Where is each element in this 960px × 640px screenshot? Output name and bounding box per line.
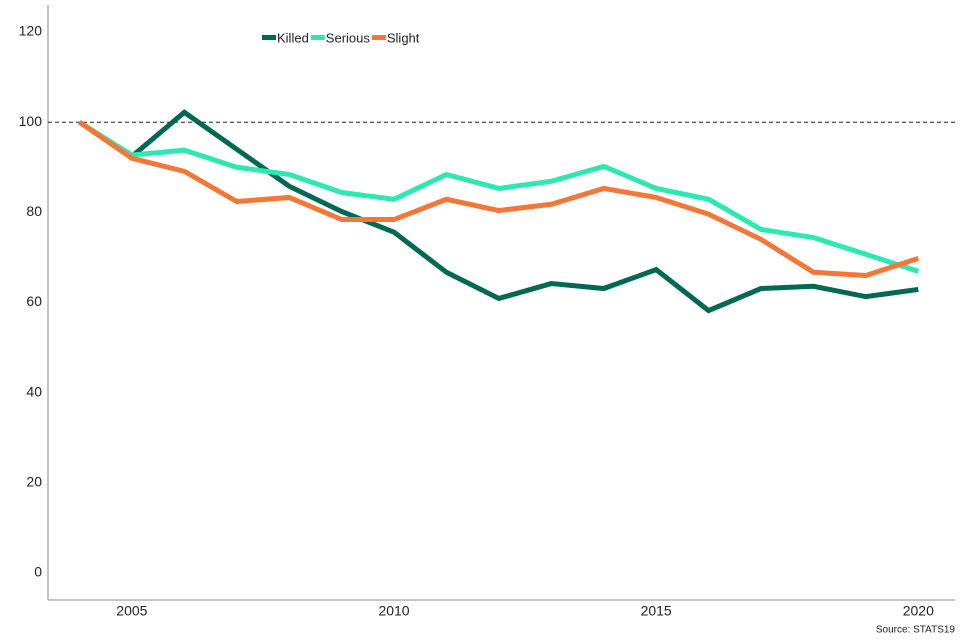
y-tick-label: 80 (26, 203, 42, 219)
legend-swatch (371, 35, 386, 40)
y-tick-label: 100 (19, 113, 43, 129)
legend-label: Slight (387, 30, 420, 45)
y-tick-label: 120 (19, 23, 43, 39)
x-tick-label: 2010 (378, 603, 409, 619)
line-series (78, 120, 920, 278)
x-tick-label: 2015 (641, 603, 672, 619)
y-tick-label: 20 (26, 474, 42, 490)
y-tick-label: 40 (26, 383, 42, 399)
x-tick-label: 2005 (116, 603, 147, 619)
y-tick-label: 0 (34, 564, 42, 580)
line-series (78, 120, 920, 274)
source-note: Source: STATS19 (876, 625, 956, 636)
y-tick-label: 60 (26, 293, 42, 309)
legend-swatch (310, 35, 325, 40)
line-series (78, 109, 919, 314)
legend-swatch (262, 35, 276, 40)
legend-label: Killed (277, 30, 309, 45)
legend-label: Serious (326, 30, 371, 45)
x-tick-label: 2020 (903, 603, 934, 619)
